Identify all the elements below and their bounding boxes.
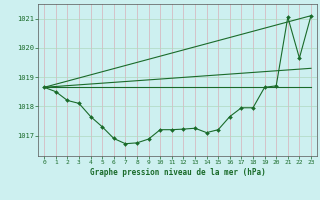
X-axis label: Graphe pression niveau de la mer (hPa): Graphe pression niveau de la mer (hPa) bbox=[90, 168, 266, 177]
